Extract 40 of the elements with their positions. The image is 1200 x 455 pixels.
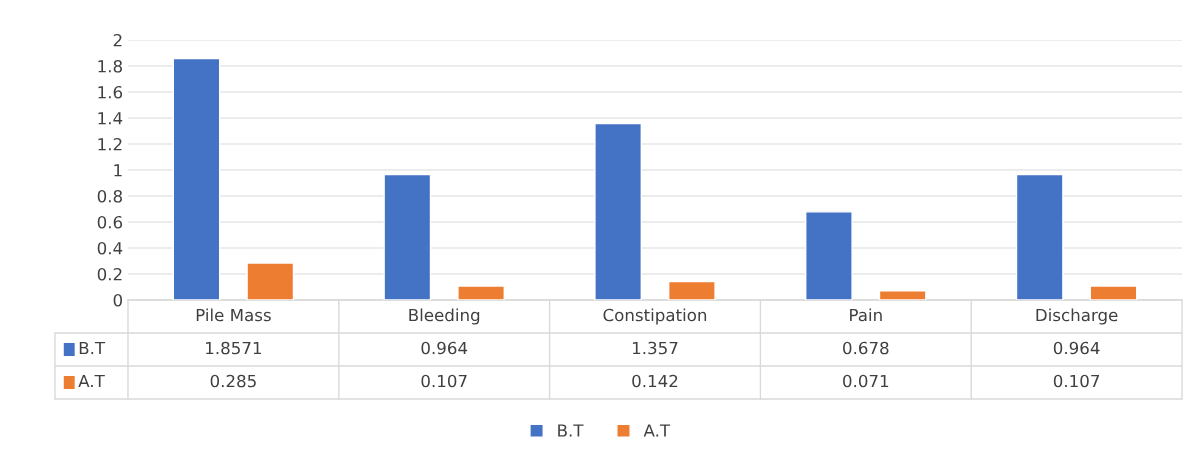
data-label: 1.357	[632, 341, 678, 355]
bar	[668, 280, 716, 300]
y-tick-label: 1.4	[98, 112, 123, 125]
x-tick-label: Pain	[850, 308, 882, 322]
data-label: 0.071	[843, 374, 889, 388]
y-tick-label: 0.2	[97, 267, 122, 281]
data-label: 0.107	[421, 374, 467, 388]
data-label: 0.678	[843, 341, 889, 355]
y-tick-label: 1.2	[98, 137, 122, 151]
legend-label: A.T	[643, 424, 671, 437]
bar	[1015, 173, 1064, 300]
x-tick-label: Pile Mass	[196, 308, 271, 322]
x-tick-label: Discharge	[1036, 308, 1118, 325]
data-label: 0.107	[1053, 374, 1100, 388]
bar	[246, 262, 295, 300]
text: A.T	[78, 374, 105, 388]
legend-label: B.T	[79, 341, 106, 355]
bar	[594, 122, 642, 300]
bar	[878, 290, 927, 300]
y-tick-label: 0.6	[97, 215, 123, 229]
data-label: 0.285	[210, 374, 256, 388]
bar	[805, 211, 853, 300]
bar	[383, 173, 432, 300]
y-tick-label: 1.6	[98, 85, 123, 99]
data-label: 0.964	[421, 341, 468, 355]
bar	[1089, 285, 1138, 300]
x-tick-label: Bleeding	[409, 308, 480, 325]
data-label: 1.8571	[206, 341, 262, 355]
x-tick-label: Constipation	[603, 308, 707, 325]
y-tick-label: 0.4	[97, 241, 123, 255]
bar	[457, 285, 505, 300]
y-tick-label: 0	[113, 293, 123, 307]
y-tick-label: 1.8	[98, 59, 122, 73]
y-tick-label: 0.8	[97, 189, 122, 203]
data-label: 0.142	[632, 374, 678, 388]
data-label: 0.964	[1053, 341, 1100, 355]
bar	[172, 57, 221, 300]
text: B.T	[558, 424, 584, 437]
y-tick-label: 2	[113, 33, 122, 47]
y-tick-label: 1	[114, 164, 122, 177]
